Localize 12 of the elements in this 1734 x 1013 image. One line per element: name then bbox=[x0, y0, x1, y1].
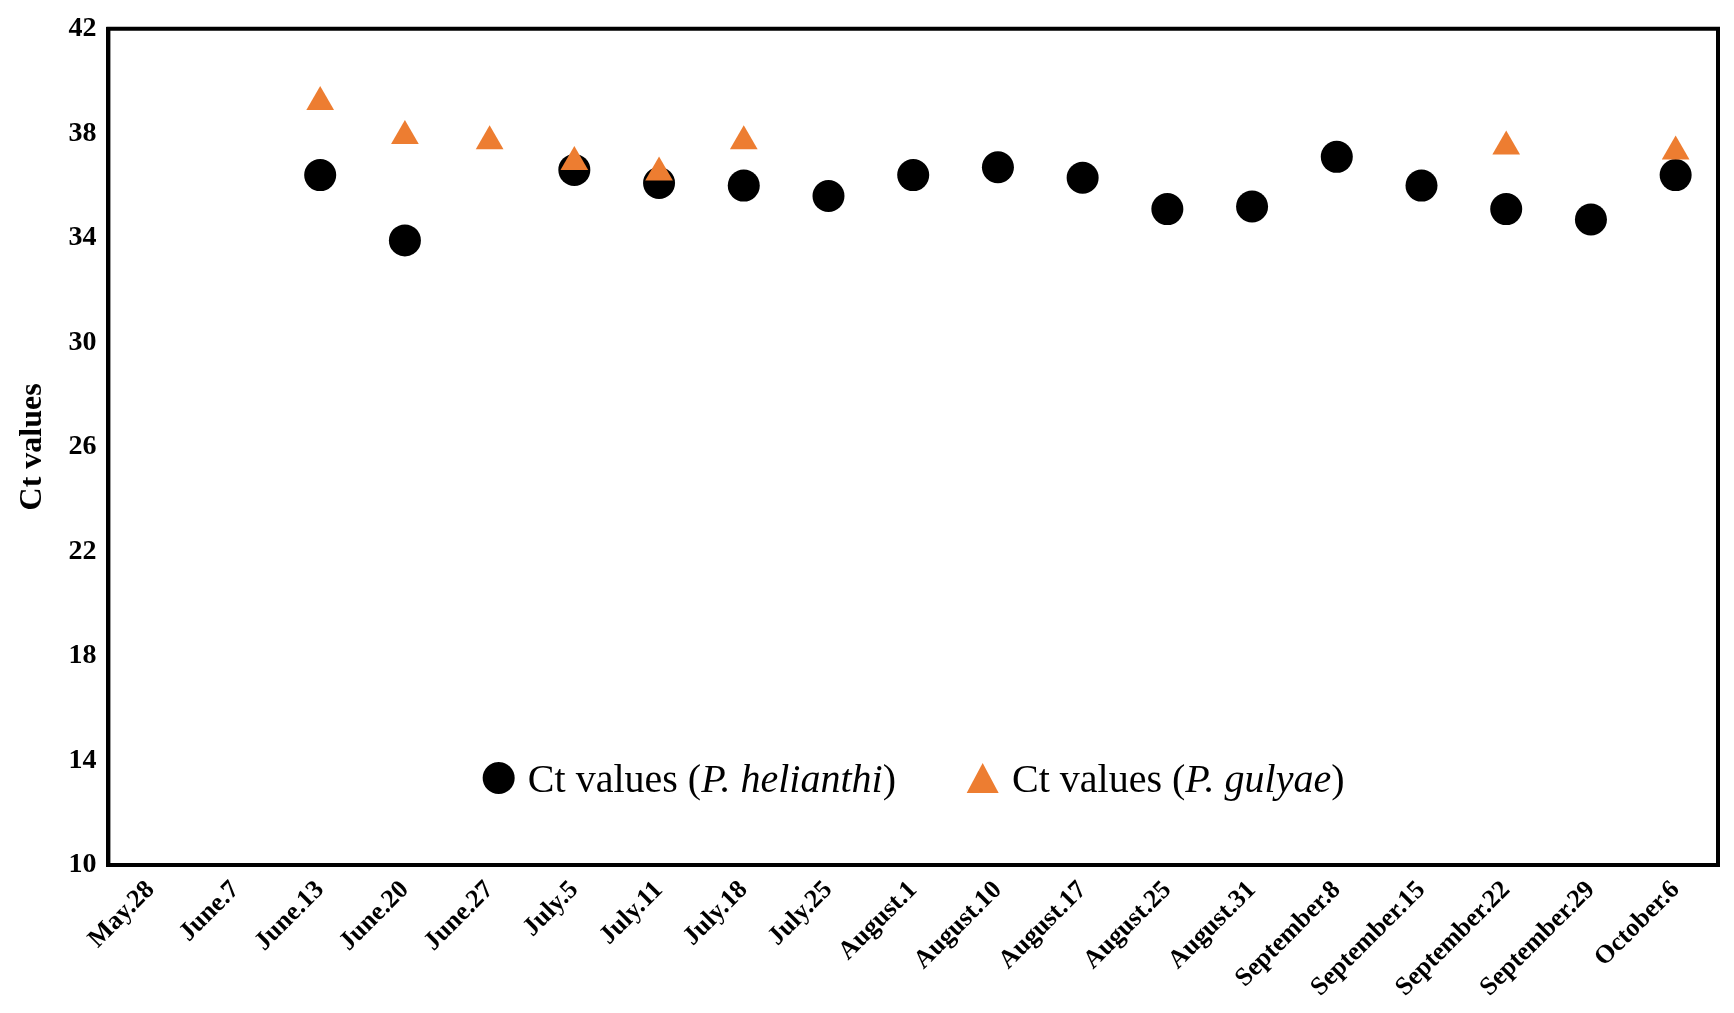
y-tick-label: 26 bbox=[68, 429, 97, 461]
legend-label: Ct values (P. helianthi) bbox=[527, 754, 896, 802]
y-tick-label: 22 bbox=[68, 533, 97, 565]
y-tick-label: 34 bbox=[68, 220, 97, 252]
y-tick-label: 18 bbox=[68, 638, 97, 670]
y-tick-label: 42 bbox=[68, 11, 97, 43]
y-tick-label: 38 bbox=[68, 115, 97, 147]
y-tick-label: 14 bbox=[68, 742, 97, 774]
y-tick-label: 30 bbox=[68, 324, 97, 356]
y-tick-label: 10 bbox=[68, 847, 97, 879]
legend-label: Ct values (P. gulyae) bbox=[1011, 754, 1345, 802]
y-axis-title: Ct values bbox=[12, 383, 49, 511]
